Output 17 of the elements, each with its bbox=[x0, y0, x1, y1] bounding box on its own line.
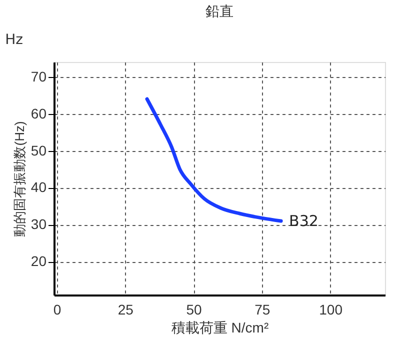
text: Hz bbox=[5, 32, 23, 48]
y-tick-label: 30 bbox=[30, 216, 47, 232]
y-tick-label: 50 bbox=[30, 142, 47, 158]
x-axis-title: 積載荷重 N/cm² bbox=[171, 320, 269, 336]
x-tick-label: 25 bbox=[118, 302, 134, 318]
y-tick-label: 40 bbox=[30, 179, 47, 196]
x-tick-label: 100 bbox=[319, 302, 343, 318]
y-tick-label: 70 bbox=[30, 68, 47, 84]
y-axis-title: 動的固有振動数(Hz) bbox=[12, 121, 27, 237]
y-tick-label: 20 bbox=[30, 253, 47, 270]
x-tick-label: 0 bbox=[53, 302, 62, 318]
x-tick-label: 50 bbox=[186, 302, 202, 318]
line-series bbox=[145, 97, 283, 223]
chart-title: 鉛直 bbox=[206, 4, 234, 20]
series-label: B32 bbox=[289, 212, 318, 230]
y-tick-label: 60 bbox=[30, 105, 47, 122]
x-tick-label: 75 bbox=[254, 302, 270, 318]
